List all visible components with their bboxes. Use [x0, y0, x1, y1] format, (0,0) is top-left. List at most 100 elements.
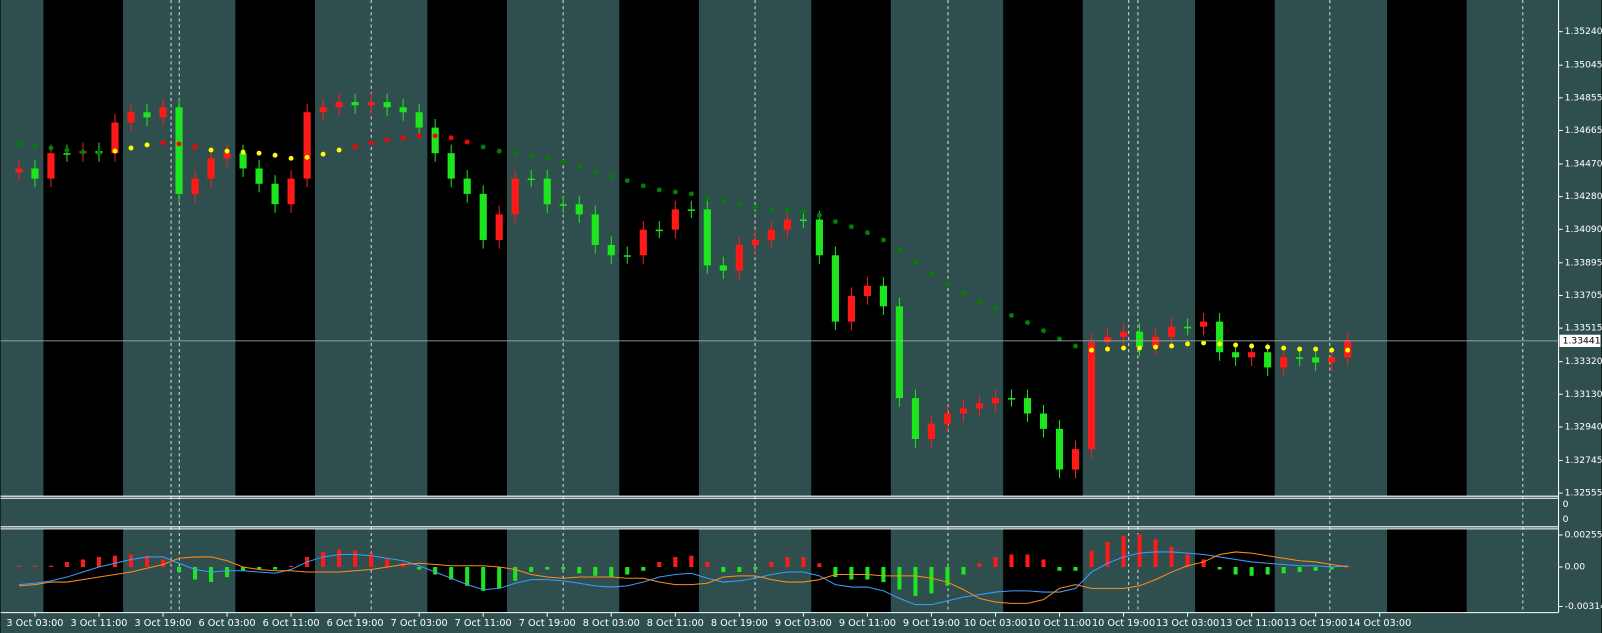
ma-dot: [512, 150, 518, 156]
ma-dot: [1281, 345, 1287, 351]
ma-dot: [640, 183, 646, 189]
macd-bar: [593, 567, 598, 576]
macd-bar: [753, 567, 758, 570]
ma-dot: [1025, 320, 1030, 326]
candle-body: [431, 127, 439, 154]
macd-bar: [849, 567, 854, 580]
macd-bar: [881, 567, 886, 583]
x-tick-label: 10 Oct 19:00: [1092, 618, 1155, 629]
ma-dot: [977, 298, 982, 304]
candle-body: [735, 244, 743, 271]
macd-bar: [192, 567, 198, 580]
candle-body: [527, 178, 535, 181]
x-tick-label: 3 Oct 03:00: [6, 618, 63, 629]
candle-body: [111, 122, 119, 154]
ma-dot: [192, 144, 198, 150]
candle-body: [1151, 336, 1160, 348]
candle-body: [847, 295, 855, 322]
candle-body: [271, 183, 279, 205]
macd-bar: [449, 567, 454, 580]
x-tick-label: 13 Oct 03:00: [1156, 618, 1219, 629]
macd-bar: [641, 567, 646, 571]
ma-dot: [576, 163, 582, 169]
y-tick-label: 1.33515: [1565, 323, 1602, 334]
candle-body: [367, 102, 375, 106]
candle-body: [383, 102, 391, 108]
macd-bar: [529, 567, 534, 573]
x-tick-label: 7 Oct 11:00: [455, 618, 512, 629]
y-tick-label: 1.35045: [1565, 60, 1602, 71]
ma-dot: [256, 150, 262, 156]
candle-body: [303, 112, 311, 179]
ma-dot: [624, 178, 630, 184]
macd-bar: [1297, 567, 1302, 573]
macd-line: [18, 551, 1348, 604]
x-tick-label: 3 Oct 19:00: [135, 618, 192, 629]
candle-body: [1119, 331, 1128, 337]
ma-dot: [800, 208, 806, 214]
macd-bar: [801, 556, 806, 568]
ma-dot: [144, 142, 150, 148]
empty-pane-label: 0: [1563, 514, 1569, 525]
ma-dot: [48, 145, 54, 151]
y-tick-label: 1.33895: [1565, 257, 1602, 268]
ma-dot: [416, 133, 422, 139]
ma-dot: [688, 191, 694, 197]
macd-bar: [833, 567, 838, 578]
ma-dot: [1041, 328, 1046, 334]
ma-dot: [368, 140, 374, 146]
candle-body: [1055, 428, 1064, 470]
macd-bar: [241, 567, 246, 571]
macd-bar: [1329, 567, 1334, 570]
candle-body: [959, 408, 968, 414]
ma-dot: [160, 140, 166, 146]
candle-body: [991, 398, 1000, 404]
macd-bar: [16, 565, 21, 568]
macd-bar: [817, 563, 822, 568]
candle-body: [15, 168, 23, 173]
ma-dot: [432, 133, 438, 139]
candle-body: [1312, 357, 1320, 363]
macd-bar: [929, 567, 934, 594]
x-tick-label: 6 Oct 11:00: [263, 618, 320, 629]
x-tick-label: 8 Oct 19:00: [711, 618, 768, 629]
ma-dot: [1233, 342, 1239, 348]
ma-dot: [1169, 343, 1175, 349]
macd-bar: [721, 567, 726, 573]
candle-body: [1135, 331, 1144, 348]
candle-body: [607, 244, 615, 256]
macd-bar: [353, 550, 358, 568]
candle-body: [239, 153, 247, 169]
pane-gap: [0, 496, 1559, 529]
ma-dot: [928, 271, 934, 277]
macd-bar: [96, 556, 102, 568]
ma-dot: [1121, 345, 1126, 351]
ma-dot: [961, 290, 966, 296]
x-tick-label: 9 Oct 19:00: [903, 618, 960, 629]
macd-bar: [513, 567, 518, 581]
macd-bar: [64, 561, 70, 568]
ma-dot: [528, 152, 534, 158]
macd-bar: [1233, 567, 1238, 575]
ma-dot: [592, 169, 598, 175]
candle-body: [655, 229, 663, 232]
ma-dot: [320, 151, 326, 157]
candle-body: [1280, 357, 1288, 368]
macd-bar: [1057, 567, 1062, 571]
macd-bar: [465, 567, 470, 586]
ma-dot: [672, 189, 678, 195]
candle-body: [1103, 336, 1112, 343]
candle-body: [31, 168, 39, 179]
candle-body: [63, 153, 71, 155]
ma-dot: [1297, 346, 1303, 352]
candle-body: [911, 398, 920, 439]
macd-bar: [160, 559, 166, 568]
candle-body: [1007, 398, 1016, 400]
macd-bar: [1185, 554, 1190, 568]
ma-dot: [1345, 347, 1351, 353]
x-tick-label: 13 Oct 19:00: [1284, 618, 1347, 629]
x-tick-label: 10 Oct 11:00: [1028, 618, 1091, 629]
x-tick-label: 14 Oct 03:00: [1348, 618, 1411, 629]
macd-bar: [176, 567, 182, 573]
macd-bar: [977, 563, 982, 568]
